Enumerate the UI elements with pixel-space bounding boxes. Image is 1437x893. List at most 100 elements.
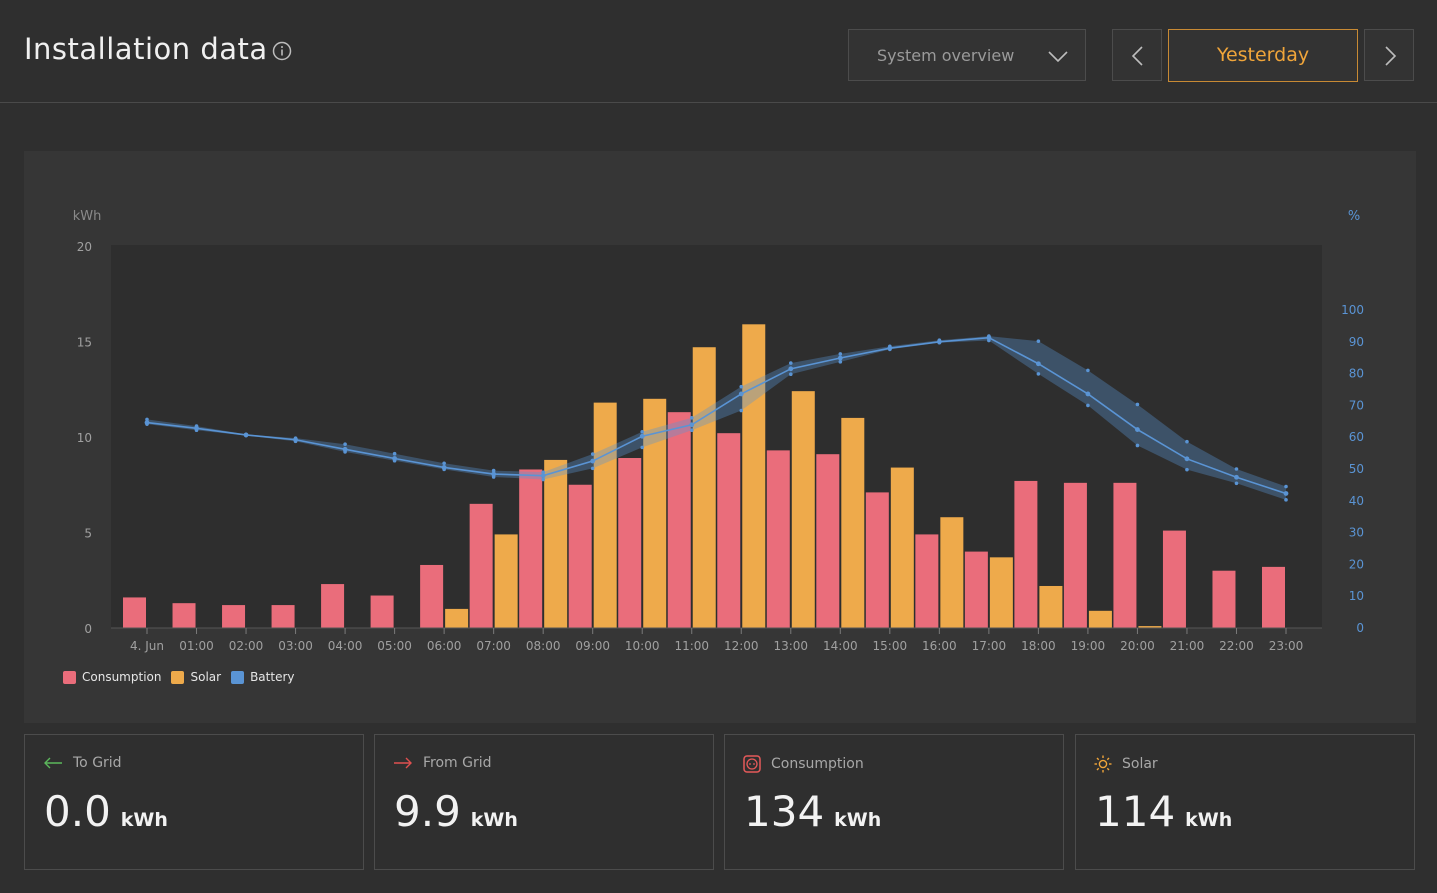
battery-max-point [590,452,595,456]
legend-label-solar: Solar [190,670,222,684]
battery-point [689,422,695,428]
bar-solar [940,517,964,628]
period-button[interactable]: Yesterday [1168,29,1358,82]
x-tick-label: 20:00 [1120,639,1155,653]
stat-number-from-grid: 9.9 [394,787,461,836]
x-tick-label: 11:00 [674,639,709,653]
y2-tick-label: 50 [1349,462,1364,476]
bar-solar [841,417,865,628]
previous-period-button[interactable] [1112,29,1162,81]
battery-point [1135,427,1140,432]
stat-card-consumption: Consumption 134 kWh [724,734,1064,870]
battery-max-point [244,432,248,437]
battery-max-point [1086,368,1090,373]
battery-max-point [689,416,694,420]
battery-max-point [937,338,942,343]
battery-min-point [145,422,149,426]
battery-min-point [1135,443,1140,448]
view-select-value: System overview [877,46,1015,65]
stat-card-from-grid: From Grid 9.9 kWh [374,734,714,870]
battery-min-point [541,477,545,482]
battery-min-point [491,475,496,479]
stat-value-from-grid: 9.9 kWh [394,787,518,836]
chevron-right-icon [1385,46,1397,66]
legend-swatch-battery [231,670,245,684]
legend-item-consumption[interactable]: Consumption [63,670,161,684]
x-tick-label: 03:00 [278,639,313,653]
x-tick-label: 16:00 [922,639,957,653]
y2-tick-label: 90 [1349,335,1364,349]
battery-max-point [194,424,199,428]
battery-point [1184,456,1190,462]
battery-point [590,458,596,464]
battery-min-point [343,450,347,454]
stat-label-consumption: Consumption [771,756,864,772]
bar-consumption [222,605,246,628]
battery-max-point [1135,402,1140,407]
battery-max-point [541,470,545,474]
y2-tick-label: 60 [1349,430,1364,444]
stat-label-from-grid: From Grid [423,755,492,771]
x-tick-label: 06:00 [427,639,462,653]
legend-item-solar[interactable]: Solar [171,670,221,684]
battery-min-point [987,338,991,343]
battery-min-point [1234,481,1239,486]
battery-min-point [194,428,199,433]
installation-chart[interactable]: kWh % 0 5 10 15 20 0 10 20 30 40 50 60 70 80 90 100 4. Jun… [24,151,1416,723]
x-tick-label: 22:00 [1219,639,1254,653]
y-tick-label: 10 [77,431,92,445]
bar-consumption [1212,570,1236,628]
stat-unit-from-grid: kWh [470,809,518,831]
battery-point [540,473,546,479]
y2-tick-label: 80 [1349,367,1364,381]
x-tick-label: 15:00 [873,639,908,653]
battery-max-point [1234,467,1239,471]
bar-consumption [123,597,146,628]
battery-point [1085,391,1091,397]
battery-point [1035,361,1041,367]
bar-solar [494,534,518,628]
stat-unit-consumption: kWh [834,809,882,831]
battery-min-point [1284,498,1288,502]
next-period-button[interactable] [1364,29,1414,81]
x-tick-label: 23:00 [1269,639,1304,653]
legend-swatch-solar [171,670,185,684]
bar-consumption [964,551,988,628]
battery-min-point [838,360,843,364]
battery-min-point [293,439,298,444]
battery-point [1283,491,1289,496]
bar-solar [643,398,667,628]
bar-solar [692,347,716,628]
battery-max-point [788,361,793,365]
battery-point [342,446,348,452]
legend-item-battery[interactable]: Battery [231,670,295,684]
y2-tick-label: 0 [1356,621,1364,635]
x-tick-label: 13:00 [773,639,808,653]
view-select-dropdown[interactable]: System overview [848,29,1086,81]
bar-consumption [915,534,939,628]
battery-min-point [1185,467,1189,472]
chart-legend: Consumption Solar Battery [63,670,305,684]
stat-label-solar: Solar [1122,756,1158,772]
battery-max-point [392,451,397,456]
bar-solar [1039,585,1063,628]
bar-consumption [1113,482,1137,628]
battery-max-point [293,436,298,440]
bar-consumption [420,564,444,628]
x-tick-label: 21:00 [1170,639,1205,653]
chevron-down-icon [1048,51,1068,63]
y-axis-title: kWh [73,209,102,224]
battery-point [788,366,794,372]
y-tick-label: 20 [77,240,92,254]
bar-solar [1138,626,1162,628]
bar-solar [989,557,1013,628]
bar-consumption [816,454,840,628]
stat-value-solar: 114 kWh [1095,787,1232,836]
battery-min-point [788,372,793,377]
bar-solar [544,459,568,628]
y2-axis-title: % [1348,209,1360,224]
arrow-right-icon [394,757,412,769]
stat-unit-solar: kWh [1185,809,1233,831]
bar-solar [1088,610,1112,628]
info-icon[interactable] [272,41,292,61]
